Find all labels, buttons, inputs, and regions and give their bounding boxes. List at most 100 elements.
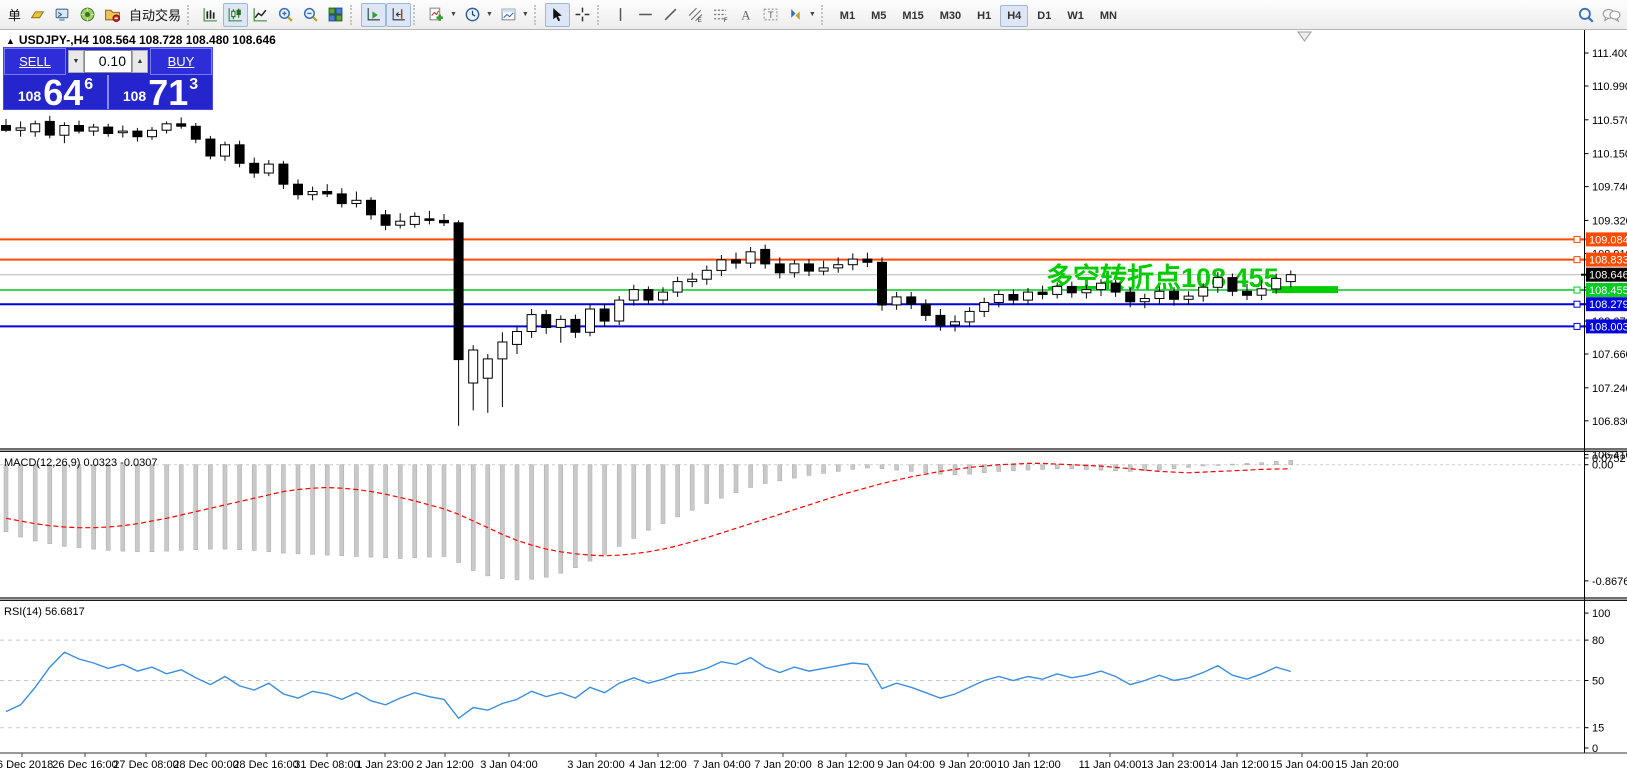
price-tick-label: 111.400 xyxy=(1592,48,1627,60)
macd-histogram-bar xyxy=(821,464,826,474)
timeframe-m30[interactable]: M30 xyxy=(939,9,962,22)
news-icon[interactable] xyxy=(75,3,100,27)
candle xyxy=(1081,284,1092,299)
panel-collapse-icon[interactable]: ▲ xyxy=(6,36,15,46)
time-axis-label: 27 Dec 08:00 xyxy=(113,759,179,771)
cursor-icon[interactable] xyxy=(544,2,570,27)
svg-text:A: A xyxy=(741,8,751,22)
candle xyxy=(366,197,376,220)
sell-price[interactable]: 108 64 6 xyxy=(4,75,109,111)
gold-bar-icon[interactable] xyxy=(25,3,50,27)
macd-histogram-bar xyxy=(967,464,972,475)
macd-histogram-bar xyxy=(368,464,374,558)
timeframe-w1[interactable]: W1 xyxy=(1067,9,1084,22)
line-handle[interactable] xyxy=(1573,235,1581,243)
macd-histogram-bar xyxy=(208,464,213,550)
line-handle[interactable] xyxy=(1573,286,1581,294)
time-axis-label: 3 Jan 20:00 xyxy=(567,759,625,771)
search-icon[interactable] xyxy=(1573,3,1598,27)
chart-shift-icon[interactable] xyxy=(386,2,412,27)
timeframe-m1[interactable]: M1 xyxy=(839,9,856,22)
candle xyxy=(585,304,595,337)
arrows-tool-button[interactable]: ▼ xyxy=(783,3,819,27)
candle xyxy=(1198,283,1209,302)
macd-tick-label: -0.8676 xyxy=(1592,576,1627,588)
horizontal-line-tool-icon[interactable] xyxy=(633,3,658,27)
candle xyxy=(409,212,420,228)
text-label-tool-icon[interactable]: T xyxy=(758,3,783,27)
zoom-in-icon[interactable] xyxy=(273,3,298,27)
volume-decrease-button[interactable]: ▼ xyxy=(68,50,84,73)
macd-histogram-bar xyxy=(237,464,242,551)
time-axis-label: 15 Jan 04:00 xyxy=(1270,759,1334,771)
price-tick-label: 110.570 xyxy=(1592,115,1627,127)
fibonacci-tool-icon[interactable]: F xyxy=(708,3,733,27)
macd-histogram-bar xyxy=(1054,464,1060,469)
chat-icon[interactable] xyxy=(1598,3,1623,27)
macd-histogram-bar xyxy=(675,464,680,518)
candle xyxy=(88,123,99,136)
candlestick-chart-icon[interactable] xyxy=(223,2,249,27)
time-axis-label: 14 Jan 12:00 xyxy=(1205,759,1269,771)
channel-tool-icon[interactable]: E xyxy=(683,3,708,27)
macd-tick-label: 0.00 xyxy=(1592,460,1613,472)
volume-increase-button[interactable]: ▲ xyxy=(132,50,148,73)
tile-windows-icon[interactable] xyxy=(323,3,348,27)
candle xyxy=(1271,273,1282,294)
price-tag: 108.646 xyxy=(1581,267,1627,282)
trendline-tool-icon[interactable] xyxy=(658,3,683,27)
volume-stepper: ▼ 0.10 ▲ xyxy=(66,48,150,75)
sell-button[interactable]: SELL xyxy=(4,48,66,75)
line-chart-icon[interactable] xyxy=(248,3,273,27)
macd-histogram-bar xyxy=(135,464,140,553)
bar-chart-icon[interactable] xyxy=(198,3,223,27)
rsi-line xyxy=(5,651,1292,720)
timeframe-d1[interactable]: D1 xyxy=(1037,9,1052,22)
indicators-button[interactable]: ▼ xyxy=(424,3,460,27)
candle xyxy=(439,214,449,227)
toolbar-grip xyxy=(413,4,420,25)
macd-histogram-bar xyxy=(981,464,987,473)
candle xyxy=(789,259,800,278)
terminal-icon[interactable] xyxy=(50,3,75,27)
new-order-button-partial[interactable]: 单 xyxy=(8,8,22,23)
timeframe-h1[interactable]: H1 xyxy=(977,9,992,22)
candle xyxy=(278,160,289,189)
volume-input[interactable]: 0.10 xyxy=(84,50,132,73)
timeframe-h4[interactable]: H4 xyxy=(1000,4,1029,27)
line-handle[interactable] xyxy=(1573,322,1581,330)
rsi-label: RSI(14) 56.6817 xyxy=(4,606,85,618)
line-handle[interactable] xyxy=(1573,300,1581,308)
candle xyxy=(964,307,975,327)
templates-button[interactable]: ▼ xyxy=(496,3,532,27)
macd-histogram-bar xyxy=(18,464,23,538)
vertical-line-tool-icon[interactable] xyxy=(608,3,633,27)
macd-histogram-bar xyxy=(1215,464,1221,466)
scroll-end-marker-icon[interactable] xyxy=(1297,31,1312,42)
candle xyxy=(249,157,260,178)
rsi-tick-label: 50 xyxy=(1592,676,1604,688)
buy-price[interactable]: 108 71 3 xyxy=(109,75,212,111)
zoom-out-icon[interactable] xyxy=(298,3,323,27)
time-axis-label: 28 Dec 00:00 xyxy=(173,759,239,771)
timeframe-mn[interactable]: MN xyxy=(1099,9,1117,22)
macd-histogram-bar xyxy=(485,464,491,577)
crosshair-icon[interactable] xyxy=(570,3,595,27)
chart-frame xyxy=(0,30,1627,757)
candle xyxy=(599,304,610,327)
timeframe-m15[interactable]: M15 xyxy=(902,9,924,22)
candle xyxy=(570,314,581,338)
chart-annotation-text[interactable]: 多空转折点108.455 xyxy=(1046,262,1279,293)
macd-histogram-bar xyxy=(354,464,359,557)
timeframe-m5[interactable]: M5 xyxy=(871,9,887,22)
line-handle[interactable] xyxy=(1573,256,1581,264)
autotrading-button[interactable]: 自动交易 xyxy=(100,3,185,27)
auto-scroll-icon[interactable] xyxy=(361,2,387,27)
macd-histogram-bar xyxy=(1127,464,1133,472)
price-tag: 108.455 xyxy=(1581,283,1627,297)
text-tool-icon[interactable]: A xyxy=(733,3,758,27)
periods-button[interactable]: ▼ xyxy=(460,3,496,27)
candle xyxy=(541,309,552,334)
buy-button[interactable]: BUY xyxy=(150,48,212,75)
